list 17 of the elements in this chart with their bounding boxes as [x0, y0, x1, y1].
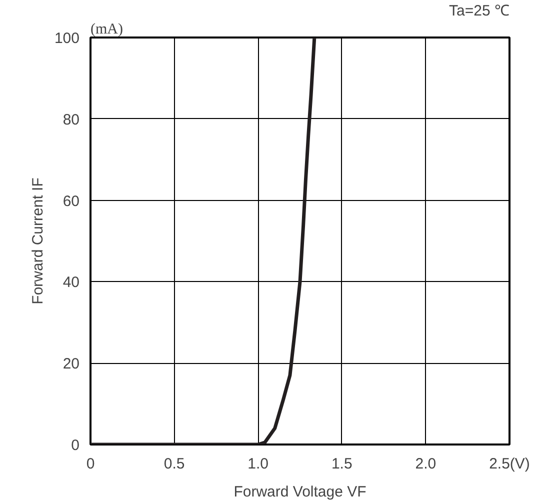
y-tick-label: 80 [62, 111, 80, 128]
x-tick-label: 1.0 [248, 456, 269, 472]
x-axis-title: Forward Voltage VF [234, 484, 366, 500]
y-tick-label: 100 [54, 30, 80, 47]
y-axis-title: Forward Current IF [29, 178, 46, 304]
x-tick-label: 2.5(V) [489, 456, 530, 472]
y-tick-label: 40 [62, 274, 80, 292]
line-series [90, 38, 316, 444]
x-tick-label: 0.5 [164, 456, 185, 472]
y-tick-label: 20 [62, 356, 80, 373]
x-tick-label: 1.5 [331, 456, 352, 472]
y-tick-label: 60 [62, 192, 80, 210]
x-tick-label: 2.0 [415, 456, 436, 472]
annotation: (mA) [90, 22, 123, 38]
y-tick-label: 0 [71, 437, 80, 454]
x-tick-label: 0 [86, 456, 95, 472]
text: Ta=25 ℃ [449, 2, 510, 20]
